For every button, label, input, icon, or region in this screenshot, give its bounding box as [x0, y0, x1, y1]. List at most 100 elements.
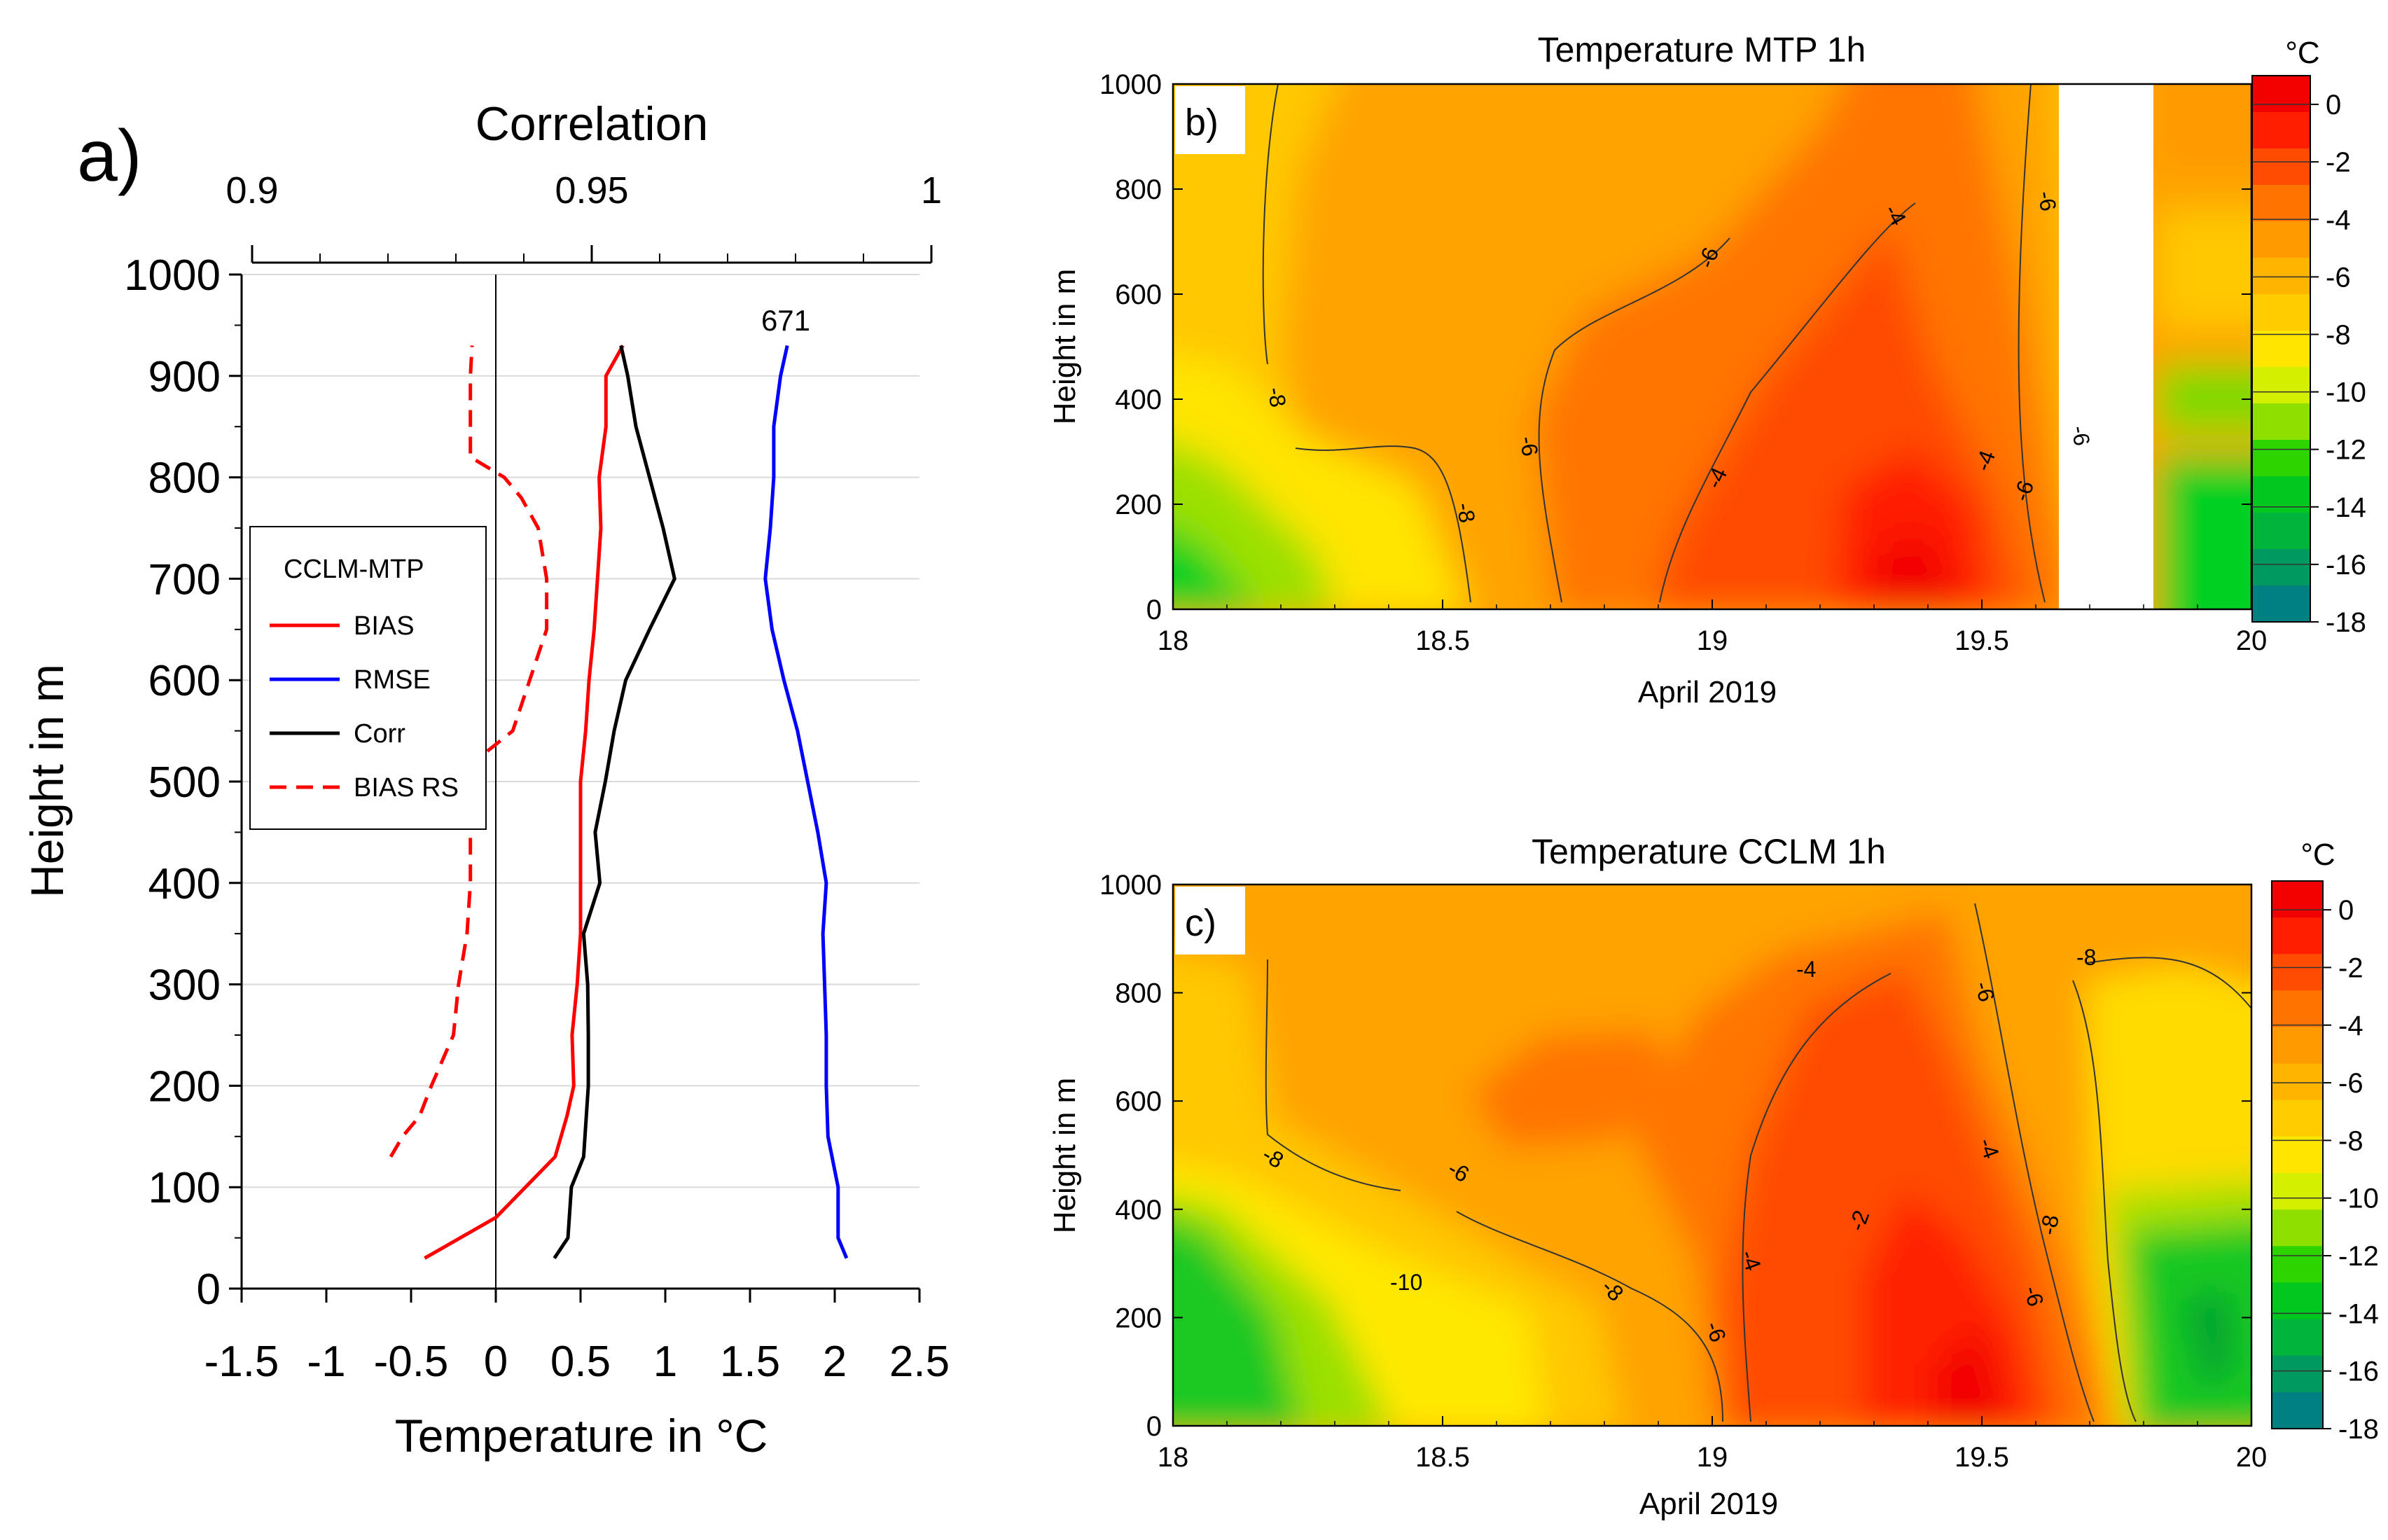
colorbar-band	[2272, 954, 2323, 991]
contour-label: -4	[1796, 957, 1816, 982]
colorbar-tick-label: 0	[2326, 90, 2341, 120]
contour-label: -6	[1515, 434, 1543, 458]
colorbar-band	[2252, 294, 2310, 331]
x-tick-label: -0.5	[374, 1338, 449, 1386]
colorbar-tick-label: -2	[2326, 147, 2351, 178]
contour-line	[1659, 202, 1916, 603]
colorbar-band	[2272, 1355, 2323, 1393]
y-tick-label: 1000	[1099, 69, 1162, 100]
x-tick-label: -1.5	[204, 1338, 279, 1386]
top-tick-label: 0.95	[555, 169, 628, 211]
x-tick-label: 18.5	[1415, 1442, 1470, 1473]
panel-b-x-axis-title: April 2019	[1638, 675, 1777, 709]
colorbar-band	[2272, 1027, 2323, 1064]
colorbar-band	[2272, 1063, 2323, 1101]
legend-label: BIAS RS	[354, 773, 459, 803]
top-tick-label: 1	[921, 169, 942, 211]
x-tick-label: 18.5	[1415, 625, 1470, 656]
panel-b-colorbar-unit: °C	[2285, 36, 2319, 70]
y-tick-label: 100	[148, 1164, 221, 1212]
colorbar-band	[2252, 185, 2310, 222]
top-tick-label: 0.9	[225, 169, 278, 211]
panel-a-label: a)	[77, 116, 141, 197]
colorbar-tick-label: -8	[2326, 319, 2351, 350]
contour-line	[2072, 980, 2137, 1422]
x-tick-label: 1	[653, 1338, 677, 1386]
heat-right-darkgreen	[2185, 1289, 2234, 1394]
x-tick-label: 18	[1158, 625, 1189, 656]
contour-label: -8	[2076, 945, 2096, 970]
colorbar-tick-label: -10	[2338, 1184, 2379, 1214]
colorbar-band	[2272, 1173, 2323, 1210]
colorbar-band	[2252, 258, 2310, 295]
heat-red-core	[1933, 1324, 2008, 1426]
y-tick-label: 200	[148, 1062, 221, 1111]
y-tick-label: 0	[1146, 1411, 1162, 1442]
panel-c-y-axis-title: Height in m	[1048, 1078, 1082, 1234]
x-tick-label: 19	[1697, 625, 1728, 656]
colorbar-tick-label: -8	[2338, 1125, 2363, 1156]
contour-line	[2018, 84, 2046, 603]
panel-c-label-box	[1175, 887, 1245, 955]
x-tick-label: 2	[823, 1338, 847, 1386]
y-tick-label: 900	[148, 353, 221, 401]
colorbar-band	[2272, 1282, 2323, 1320]
contour-line	[1262, 84, 1279, 365]
contour-label: -8	[2035, 1213, 2063, 1237]
panel-c-colorbar-unit: °C	[2300, 838, 2335, 872]
panel-b-y-axis-title: Height in m	[1048, 269, 1082, 425]
missing-data-gap	[2059, 84, 2153, 609]
colorbar-band	[2272, 990, 2323, 1028]
panel-c-label: c)	[1185, 902, 1216, 944]
series-rmse	[763, 345, 849, 1259]
colorbar-band	[2252, 221, 2310, 258]
heat-right-yellow2	[2157, 210, 2251, 329]
y-tick-label: 0	[197, 1265, 221, 1314]
colorbar-band	[2252, 367, 2310, 404]
panel-c: Temperature CCLM 1h	[1048, 832, 2379, 1521]
heat-right-orange	[2157, 84, 2251, 168]
colorbar-band	[2252, 549, 2310, 586]
series-bias-rs	[389, 345, 549, 1158]
colorbar-band	[2272, 1392, 2323, 1429]
heat-orange-blob	[1471, 1029, 1681, 1149]
panel-b: Temperature MTP 1h	[1048, 30, 2366, 709]
correlation-axis-title: Correlation	[475, 97, 709, 151]
y-tick-label: 200	[1115, 1303, 1162, 1333]
colorbar-frame	[2251, 75, 2311, 623]
colorbar-tick-label: 0	[2338, 895, 2354, 926]
panel-a: a) Correlation 0 100 200 300 400 500 600 700 800…	[21, 97, 950, 1462]
colorbar-band	[2272, 881, 2323, 918]
panel-b-colorbar: 0 -2 -4 -6 -8 -10 -12 -14 -16 -18	[2251, 75, 2366, 638]
colorbar-tick-label: -4	[2326, 204, 2351, 235]
panel-a-ticks: 0 100 200 300 400 500 600 700 800 900 1000 -1.5 -1 -0…	[124, 169, 950, 1386]
colorbar-band	[2272, 917, 2323, 955]
x-tick-label: 20	[2236, 625, 2268, 656]
x-tick-label: 2.5	[889, 1338, 950, 1386]
panel-b-label-box	[1175, 86, 1245, 154]
y-tick-label: 400	[1115, 384, 1162, 415]
y-tick-label: 600	[1115, 279, 1162, 310]
legend-title: CCLM-MTP	[284, 555, 424, 584]
colorbar-band	[2272, 1136, 2323, 1174]
colorbar-band	[2272, 1319, 2323, 1357]
heat-green	[1173, 1220, 1300, 1426]
colorbar-tick-label: -16	[2338, 1357, 2379, 1387]
y-tick-label: 800	[148, 455, 221, 503]
contour-label: -8	[1452, 501, 1480, 525]
x-tick-label: 19	[1697, 1442, 1728, 1473]
colorbar-tick-label: -4	[2338, 1011, 2363, 1041]
colorbar-band	[2252, 476, 2310, 513]
heat-right-green	[2157, 455, 2251, 609]
series-corr	[553, 345, 676, 1259]
contour-label: -6	[2033, 189, 2061, 213]
y-tick-label: 600	[148, 657, 221, 705]
y-tick-label: 400	[1115, 1195, 1162, 1226]
colorbar-band	[2272, 1209, 2323, 1247]
contour-line	[1538, 237, 1730, 603]
panel-b-title: Temperature MTP 1h	[1538, 30, 1866, 69]
